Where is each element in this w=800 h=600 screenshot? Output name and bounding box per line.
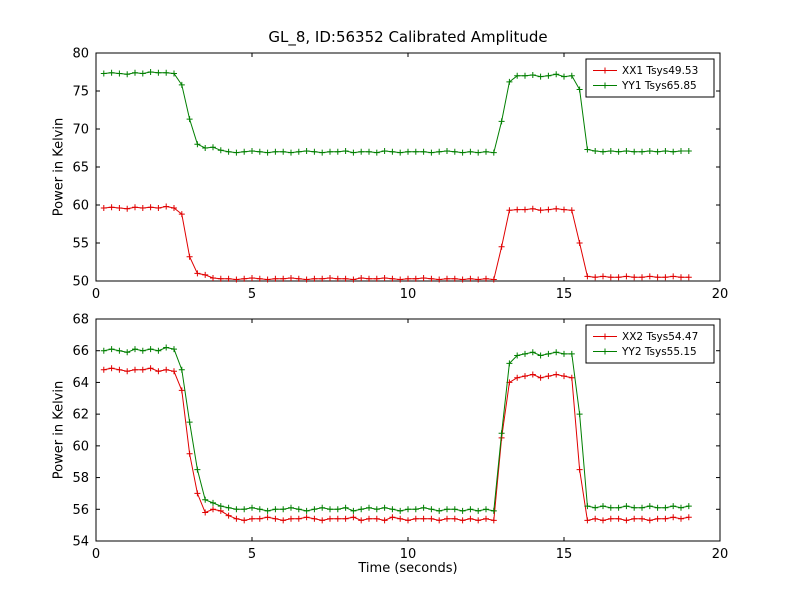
y-tick-label: 80 xyxy=(72,47,89,62)
y-tick-label: 70 xyxy=(72,123,89,138)
legend-sample-marker xyxy=(602,348,608,355)
x-tick-label: 5 xyxy=(248,547,256,562)
y-tick-label: 68 xyxy=(72,313,89,328)
x-tick-label: 10 xyxy=(400,287,417,302)
series-markers-XX2 xyxy=(100,365,692,524)
legend-box xyxy=(585,324,715,364)
x-tick-label: 20 xyxy=(712,547,729,562)
subplot-bottom: 0 5 10 15 20 54 56 58 60 62 64 66 68 XX2 Tsys54.47 YY2… xyxy=(72,313,728,563)
series-line-XX2 xyxy=(103,367,689,522)
subplot-top: 0 5 10 15 20 50 55 60 65 70 75 80 XX1 Tsys49.53 YY1 T… xyxy=(72,47,728,303)
legend-box xyxy=(585,58,715,98)
series-markers-YY2 xyxy=(100,344,692,514)
y-tick-label: 66 xyxy=(72,344,89,359)
y-tick-label: 65 xyxy=(72,161,89,176)
y-tick-label: 62 xyxy=(72,408,89,423)
y-tick-label: 55 xyxy=(72,237,89,252)
x-tick-label: 15 xyxy=(556,287,573,302)
legend-sample-marker xyxy=(602,67,608,74)
series-line-YY2 xyxy=(103,346,689,512)
x-tick-label: 20 xyxy=(712,287,729,302)
series-markers-XX1 xyxy=(100,203,692,283)
y-tick-label: 60 xyxy=(72,199,89,214)
y-tick-label: 56 xyxy=(72,503,89,518)
y-tick-label: 54 xyxy=(72,535,89,550)
legend-label: YY1 Tsys65.85 xyxy=(621,80,697,92)
legend-label: YY2 Tsys55.15 xyxy=(621,346,697,358)
figure-title: GL_8, ID:56352 Calibrated Amplitude xyxy=(268,28,548,46)
x-tick-label: 10 xyxy=(400,547,417,562)
x-tick-label: 15 xyxy=(556,547,573,562)
series-markers-YY1 xyxy=(100,69,692,156)
x-tick-label: 0 xyxy=(92,287,100,302)
legend-sample-marker xyxy=(602,333,608,340)
x-tick-label: 0 xyxy=(92,547,100,562)
y-tick-label: 50 xyxy=(72,275,89,290)
y-tick-label: 64 xyxy=(72,376,89,391)
legend-sample-marker xyxy=(602,82,608,89)
y-tick-label: 75 xyxy=(72,85,89,100)
y-tick-label: 60 xyxy=(72,439,89,454)
legend-label: XX2 Tsys54.47 xyxy=(622,331,698,343)
y-tick-label: 58 xyxy=(72,471,89,486)
series-line-XX1 xyxy=(103,205,689,281)
x-tick-label: 5 xyxy=(248,287,256,302)
series-line-YY1 xyxy=(103,71,689,154)
x-axis-label: Time (seconds) xyxy=(358,561,458,576)
legend-label: XX1 Tsys49.53 xyxy=(622,65,698,77)
